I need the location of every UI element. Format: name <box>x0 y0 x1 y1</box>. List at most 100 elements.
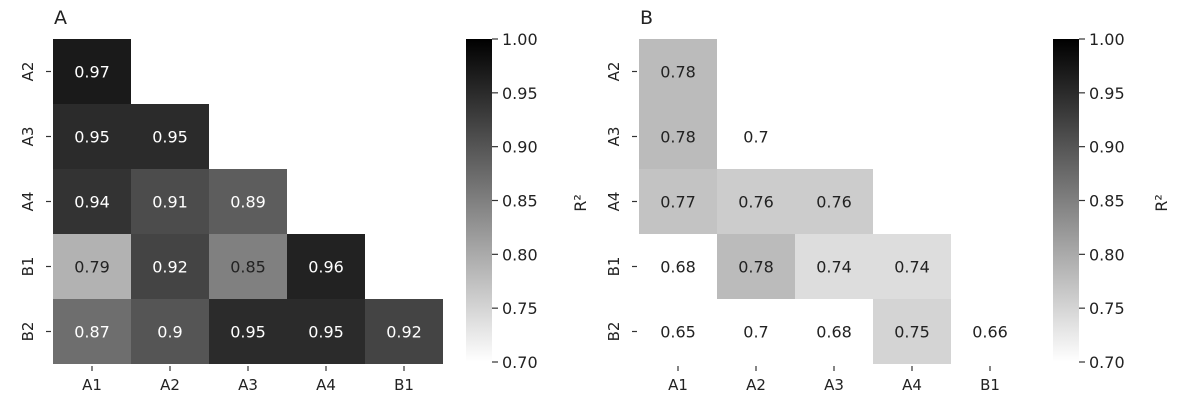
cell-value-label: 0.91 <box>152 193 188 212</box>
heatmap-cell <box>717 299 795 364</box>
heatmap-cell <box>951 299 1029 364</box>
x-tick-label: A3 <box>824 376 844 393</box>
cell-value-label: 0.7 <box>743 128 768 147</box>
y-tick-label: B1 <box>19 257 37 277</box>
colorbar-label-a: R² <box>571 194 590 212</box>
colorbar-tick-label: 0.70 <box>502 353 538 372</box>
y-tick-label: A3 <box>19 127 37 147</box>
y-tick-label: A3 <box>605 127 623 147</box>
heatmap-cell <box>131 299 209 364</box>
colorbar-tick-label: 0.80 <box>1089 245 1125 264</box>
heatmap-cell <box>873 299 951 364</box>
cell-value-label: 0.79 <box>74 258 110 277</box>
colorbar-b: R² 0.70 0.75 0.80 0.85 0.90 0.95 1.00 <box>1053 30 1171 372</box>
y-tick-label: A2 <box>19 62 37 82</box>
y-tick-label: A4 <box>19 192 37 212</box>
cell-value-label: 0.74 <box>816 258 852 277</box>
colorbar-tick-label: 1.00 <box>502 30 538 49</box>
cell-value-label: 0.9 <box>157 323 182 342</box>
colorbar-tick-label: 0.75 <box>502 299 538 318</box>
colorbar-tick-label: 0.90 <box>1089 138 1125 157</box>
y-tick-label: B2 <box>19 322 37 342</box>
y-tick-label: A2 <box>605 62 623 82</box>
colorbar-tick-label: 0.85 <box>1089 192 1125 211</box>
cell-value-label: 0.78 <box>660 128 696 147</box>
cell-value-label: 0.76 <box>816 193 852 212</box>
heatmap-cell <box>209 299 287 364</box>
panel-label-b: B <box>640 7 653 29</box>
colorbar-gradient-a <box>466 39 492 362</box>
cell-value-label: 0.89 <box>230 193 266 212</box>
x-tick-label: A4 <box>316 376 336 393</box>
heatmap-cell <box>873 234 951 299</box>
heatmap-cell <box>53 104 131 169</box>
cell-value-label: 0.95 <box>152 128 188 147</box>
cell-value-label: 0.65 <box>660 323 696 342</box>
heatmap-cell <box>131 169 209 234</box>
cell-value-label: 0.75 <box>894 323 930 342</box>
y-tick-label: A4 <box>605 192 623 212</box>
colorbar-tick-label: 0.95 <box>1089 84 1125 103</box>
heatmap-panel-a: A 0.97 0.95 0.95 0.94 0.91 0.89 0.79 0.92 0.85 0.… <box>19 7 443 394</box>
heatmap-cell <box>365 299 443 364</box>
cell-value-label: 0.68 <box>660 258 696 277</box>
heatmap-cell <box>53 169 131 234</box>
cell-value-label: 0.85 <box>230 258 266 277</box>
heatmap-cell <box>639 104 717 169</box>
y-tick-label: B1 <box>605 257 623 277</box>
heatmap-cell <box>795 299 873 364</box>
cell-value-label: 0.78 <box>738 258 774 277</box>
heatmap-cell <box>287 299 365 364</box>
heatmap-cell <box>287 234 365 299</box>
x-tick-label: A1 <box>82 376 102 393</box>
cell-value-label: 0.96 <box>308 258 344 277</box>
x-tick-label: A2 <box>746 376 766 393</box>
heatmap-cell <box>53 299 131 364</box>
cell-value-label: 0.74 <box>894 258 930 277</box>
heatmap-cell <box>209 234 287 299</box>
cell-value-label: 0.97 <box>74 63 110 82</box>
heatmap-cell <box>639 234 717 299</box>
colorbar-gradient-b <box>1053 39 1079 362</box>
cell-value-label: 0.94 <box>74 193 110 212</box>
x-tick-label: A4 <box>902 376 922 393</box>
cell-value-label: 0.66 <box>972 323 1008 342</box>
x-tick-label: B1 <box>980 376 1000 393</box>
cell-value-label: 0.95 <box>308 323 344 342</box>
cell-value-label: 0.95 <box>230 323 266 342</box>
heatmap-panel-b: B 0.78 0.78 0.7 0.77 0.76 0.76 0.68 0.78 0.74 0.7… <box>605 7 1029 394</box>
heatmap-cell <box>795 234 873 299</box>
heatmap-cell <box>209 169 287 234</box>
heatmap-cell <box>717 104 795 169</box>
cell-value-label: 0.77 <box>660 193 696 212</box>
heatmap-cell <box>639 39 717 104</box>
cell-value-label: 0.68 <box>816 323 852 342</box>
heatmap-cell <box>131 104 209 169</box>
colorbar-tick-label: 0.85 <box>502 192 538 211</box>
heatmap-cell <box>717 169 795 234</box>
cell-value-label: 0.78 <box>660 63 696 82</box>
cell-value-label: 0.92 <box>152 258 188 277</box>
colorbar-tick-label: 1.00 <box>1089 30 1125 49</box>
colorbar-tick-label: 0.80 <box>502 245 538 264</box>
x-tick-label: A3 <box>238 376 258 393</box>
y-tick-label: B2 <box>605 322 623 342</box>
cell-value-label: 0.7 <box>743 323 768 342</box>
colorbar-tick-label: 0.90 <box>502 138 538 157</box>
cell-value-label: 0.87 <box>74 323 110 342</box>
heatmap-cell <box>795 169 873 234</box>
x-tick-label: A2 <box>160 376 180 393</box>
cell-value-label: 0.92 <box>386 323 422 342</box>
panel-label-a: A <box>54 7 67 29</box>
colorbar-label-b: R² <box>1152 194 1171 212</box>
heatmap-cell <box>131 234 209 299</box>
colorbar-tick-label: 0.75 <box>1089 299 1125 318</box>
colorbar-tick-label: 0.70 <box>1089 353 1125 372</box>
cell-value-label: 0.76 <box>738 193 774 212</box>
x-tick-label: A1 <box>668 376 688 393</box>
x-tick-label: B1 <box>394 376 414 393</box>
heatmap-cell <box>717 234 795 299</box>
heatmap-cell <box>53 39 131 104</box>
heatmap-cell <box>639 299 717 364</box>
